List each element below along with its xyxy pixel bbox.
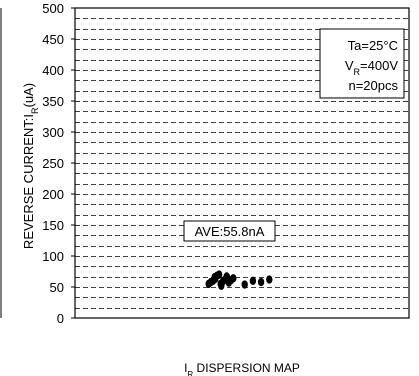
- conditions-box: Ta=25°C VR=400V n=20pcs: [319, 28, 405, 99]
- data-points: [205, 270, 273, 290]
- data-point: [266, 275, 273, 284]
- y-tick-label: 150: [42, 218, 64, 233]
- y-tick-label: 450: [42, 32, 64, 47]
- data-point: [241, 280, 248, 289]
- y-tick-label: 250: [42, 156, 64, 171]
- y-tick-label: 50: [50, 280, 64, 295]
- y-tick-label: 500: [42, 1, 64, 16]
- data-point: [215, 270, 223, 279]
- data-point: [249, 276, 257, 285]
- voltage-condition: VR=400V: [345, 58, 398, 77]
- y-tick-label: 350: [42, 94, 64, 109]
- sample-count-condition: n=20pcs: [348, 78, 398, 93]
- y-tick-labels: 0 50 100 150 200 250 300 350 400 450 500: [42, 1, 75, 326]
- y-tick-label: 400: [42, 63, 64, 78]
- data-point: [257, 277, 265, 287]
- chart-title: IR DISPERSION MAP: [184, 361, 300, 376]
- data-point: [230, 274, 237, 283]
- y-axis-label: REVERSE CURRENT:IR(uA): [21, 83, 40, 249]
- y-tick-label: 300: [42, 125, 64, 140]
- y-tick-label: 100: [42, 249, 64, 264]
- y-tick-label: 200: [42, 187, 64, 202]
- average-annotation: AVE:55.8nA: [183, 220, 276, 242]
- y-tick-label: 0: [57, 311, 64, 326]
- temperature-condition: Ta=25°C: [348, 38, 398, 53]
- plot-frame: [74, 7, 410, 319]
- average-label: AVE:55.8nA: [195, 224, 265, 239]
